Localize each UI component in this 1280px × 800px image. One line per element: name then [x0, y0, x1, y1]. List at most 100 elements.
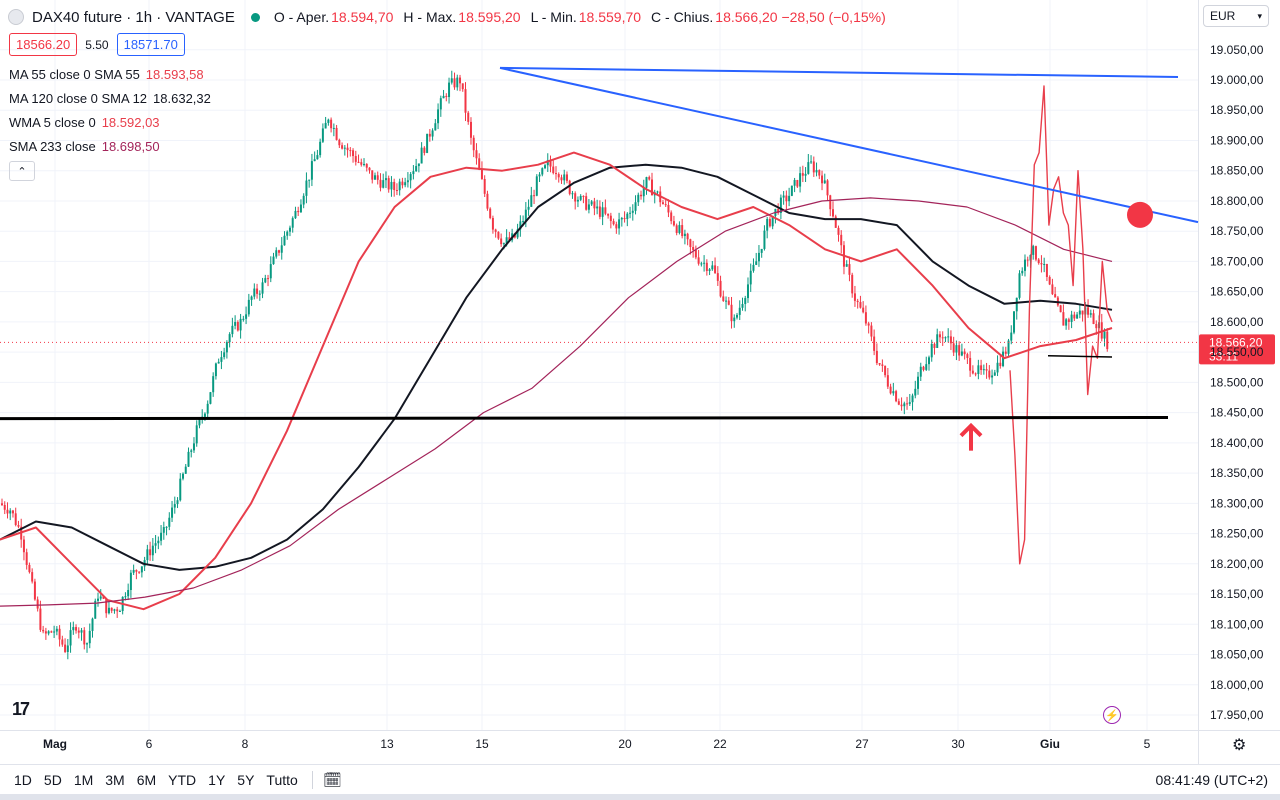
- candle-body: [848, 264, 851, 275]
- candle-body: [1065, 319, 1068, 326]
- candle-body: [565, 174, 568, 181]
- candle-body: [371, 170, 374, 180]
- trade-panel: 18566.20 5.50 18571.70: [9, 33, 185, 56]
- candle-body: [914, 388, 917, 396]
- gear-icon[interactable]: ⚙: [1232, 737, 1247, 754]
- candle-body: [450, 78, 453, 83]
- y-tick-label: 18.100,00: [1210, 617, 1264, 631]
- candle-body: [39, 608, 42, 630]
- range-button-5y[interactable]: 5Y: [237, 772, 255, 788]
- candle-body: [582, 195, 585, 197]
- currency-selector[interactable]: EUR ▾: [1203, 5, 1269, 27]
- candle-body: [541, 168, 544, 175]
- candle-body: [1089, 313, 1092, 315]
- candle-body: [17, 525, 20, 527]
- price-axis[interactable]: 19.050,00 19.000,00 18.950,00 18.900,00 18.8…: [1210, 43, 1264, 722]
- candle-body: [736, 314, 739, 318]
- flash-icon[interactable]: ⚡: [1103, 706, 1121, 724]
- candle-body: [801, 173, 804, 176]
- grid: [0, 0, 1198, 730]
- candle-body: [969, 357, 972, 371]
- trendline-drawing[interactable]: [499, 66, 1199, 224]
- candle-body: [1021, 270, 1024, 274]
- indicator-label: WMA 5 close 0: [9, 114, 96, 130]
- indicator-ma55[interactable]: MA 55 close 0 SMA 55 18.593,58: [9, 62, 211, 86]
- range-button-1y[interactable]: 1Y: [208, 772, 226, 788]
- candle-body: [434, 123, 437, 131]
- tradingview-logo[interactable]: 17: [12, 699, 30, 719]
- candle-body: [228, 334, 231, 343]
- arrow-up-marker[interactable]: [959, 422, 983, 451]
- chart-header: DAX40 future · 1h · VANTAGE O - Aper. 18…: [8, 6, 896, 28]
- candle-body: [919, 366, 922, 377]
- hline-drawing[interactable]: [1047, 355, 1113, 358]
- symbol-title[interactable]: DAX40 future · 1h · VANTAGE: [32, 8, 235, 26]
- indicator-wma5[interactable]: WMA 5 close 0 18.592,03: [9, 110, 211, 134]
- candle-body: [522, 221, 525, 223]
- candle-body: [895, 391, 898, 402]
- sell-button[interactable]: 18566.20: [9, 33, 78, 56]
- chevron-down-icon: ▾: [1257, 10, 1262, 21]
- range-button-3m[interactable]: 3M: [105, 772, 125, 788]
- clock[interactable]: 08:41:49 (UTC+2): [1155, 772, 1268, 788]
- candle-body: [889, 386, 892, 394]
- candle-body: [650, 179, 653, 196]
- candle-body: [988, 370, 991, 378]
- candle-body: [404, 182, 407, 186]
- candle-body: [683, 233, 686, 237]
- hline-drawing[interactable]: [0, 415, 1169, 421]
- candle-body: [280, 245, 283, 253]
- candle-body: [124, 596, 127, 598]
- indicator-value: 18.592,03: [101, 114, 160, 130]
- low-value: 18.559,70: [578, 9, 642, 25]
- candle-body: [533, 195, 536, 197]
- candle-body: [165, 526, 168, 528]
- range-button-5d[interactable]: 5D: [43, 772, 62, 788]
- candle-body: [415, 166, 418, 172]
- candle-body: [788, 195, 791, 202]
- indicator-line-3[interactable]: [1009, 85, 1113, 565]
- candle-body: [467, 112, 470, 122]
- time-axis[interactable]: Mag 6 8 13 15 20 22 27 30 Giu 5: [43, 737, 1151, 751]
- candle-body: [626, 213, 629, 220]
- candle-body: [815, 170, 818, 173]
- candle-body: [1032, 246, 1035, 255]
- range-button-ytd[interactable]: YTD: [168, 772, 197, 788]
- calendar-icon[interactable]: 🗓: [322, 772, 342, 789]
- candle-body: [881, 364, 884, 366]
- candle-body: [203, 413, 206, 417]
- candle-body: [618, 219, 621, 229]
- candle-body: [886, 375, 889, 387]
- indicator-line-1[interactable]: [0, 151, 1113, 611]
- range-button-6m[interactable]: 6M: [136, 772, 157, 788]
- candle-body: [640, 194, 643, 197]
- candle-body: [335, 127, 338, 140]
- candle-body: [151, 545, 154, 556]
- candle-body: [239, 318, 242, 331]
- candle-body: [154, 543, 157, 546]
- range-button-tutto[interactable]: Tutto: [266, 772, 298, 788]
- candle-body: [464, 89, 467, 113]
- indicator-line-0[interactable]: [0, 163, 1113, 571]
- chevron-up-icon[interactable]: ⌃: [9, 161, 35, 181]
- range-button-1m[interactable]: 1M: [73, 772, 94, 788]
- candle-body: [360, 162, 363, 165]
- buy-button[interactable]: 18571.70: [116, 33, 185, 56]
- candle-body: [615, 224, 618, 229]
- candle-body: [766, 218, 769, 231]
- indicator-line-2[interactable]: [0, 197, 1113, 607]
- indicator-ma120[interactable]: MA 120 close 0 SMA 12 18.632,32: [9, 86, 211, 110]
- indicator-sma233[interactable]: SMA 233 close 18.698,50: [9, 134, 211, 158]
- candle-body: [486, 193, 489, 209]
- range-button-1d[interactable]: 1D: [14, 772, 32, 788]
- trendline-drawing[interactable]: [499, 66, 1179, 78]
- y-tick-label: 18.300,00: [1210, 496, 1264, 510]
- x-tick-label: 22: [713, 737, 727, 751]
- candle-body: [94, 600, 97, 619]
- candle-body: [535, 176, 538, 196]
- marker-circle[interactable]: [1127, 201, 1153, 228]
- candle-body: [184, 466, 187, 474]
- candle-body: [214, 363, 217, 377]
